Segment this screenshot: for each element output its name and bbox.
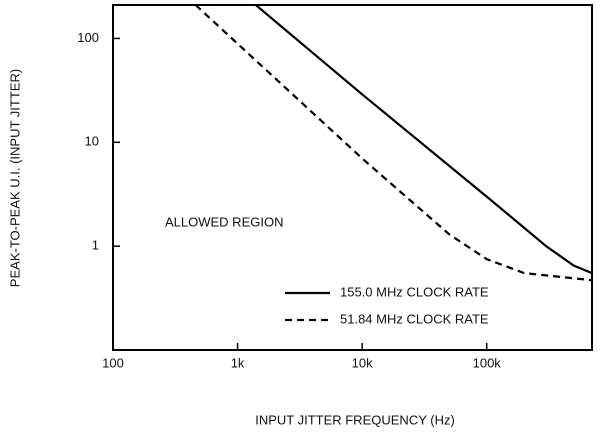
series-line — [194, 5, 592, 282]
legend-label: 155.0 MHz CLOCK RATE — [340, 284, 489, 299]
series-line — [255, 5, 592, 275]
x-tick-label: 100 — [102, 355, 124, 370]
y-tick-label: 100 — [77, 30, 99, 45]
x-axis-label: INPUT JITTER FREQUENCY (Hz) — [255, 412, 455, 427]
x-tick-label: 10k — [352, 355, 373, 370]
plot-frame — [112, 4, 593, 351]
x-tick-label: 1k — [231, 355, 245, 370]
y-tick-label: 1 — [92, 238, 99, 253]
annotation: ALLOWED REGION — [165, 214, 283, 229]
y-axis-label: PEAK-TO-PEAK U.I. (INPUT JITTER) — [7, 69, 22, 287]
legend-label: 51.84 MHz CLOCK RATE — [340, 311, 489, 326]
x-tick-label: 100k — [473, 355, 502, 370]
y-tick-label: 10 — [85, 134, 99, 149]
